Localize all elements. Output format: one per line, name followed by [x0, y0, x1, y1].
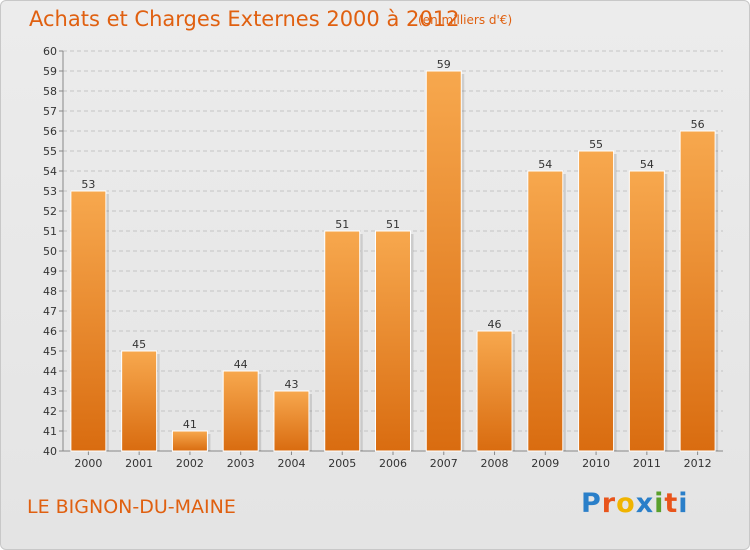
x-tick-label: 2012: [684, 457, 712, 470]
chart-title: Achats et Charges Externes 2000 à 2012: [29, 7, 460, 31]
y-tick-label: 52: [43, 205, 57, 218]
data-label: 46: [488, 318, 502, 331]
data-label: 41: [183, 418, 197, 431]
bar-2009: [527, 170, 564, 452]
x-tick-label: 2005: [328, 457, 356, 470]
bar-2011: [628, 170, 665, 452]
x-tick-label: 2004: [277, 457, 305, 470]
y-tick-label: 55: [43, 145, 57, 158]
logo-letter: r: [601, 488, 617, 519]
data-label: 51: [386, 218, 400, 231]
y-tick-label: 40: [43, 445, 57, 458]
data-label: 55: [589, 138, 603, 151]
y-tick-label: 42: [43, 405, 57, 418]
bar-2012: [679, 130, 716, 452]
logo-letter: P: [581, 488, 602, 519]
logo-letter: o: [616, 488, 636, 519]
y-tick-label: 59: [43, 65, 57, 78]
y-tick-label: 54: [43, 165, 57, 178]
bar-2004: [273, 390, 310, 452]
data-label: 51: [335, 218, 349, 231]
bars: [70, 70, 719, 452]
commune-name: LE BIGNON-DU-MAINE: [27, 496, 236, 518]
x-tick-label: 2003: [227, 457, 255, 470]
data-label: 59: [437, 58, 451, 71]
y-tick-label: 41: [43, 425, 57, 438]
data-label: 56: [691, 118, 705, 131]
data-label: 43: [284, 378, 298, 391]
y-tick-label: 44: [43, 365, 57, 378]
x-tick-label: 2000: [74, 457, 102, 470]
logo-letter: x: [635, 488, 655, 519]
x-tick-label: 2006: [379, 457, 407, 470]
y-tick-label: 43: [43, 385, 57, 398]
y-tick-label: 58: [43, 85, 57, 98]
bar-2000: [70, 190, 107, 452]
proxiti-logo: Proxiti: [581, 488, 689, 519]
y-tick-label: 60: [43, 45, 57, 58]
logo-letter: t: [664, 488, 679, 519]
logo-letter: i: [678, 488, 689, 519]
bar-2001: [121, 350, 158, 452]
y-tick-label: 56: [43, 125, 57, 138]
y-tick-label: 50: [43, 245, 57, 258]
bar-2006: [375, 230, 411, 452]
y-tick-label: 53: [43, 185, 57, 198]
bar-2008: [476, 330, 513, 452]
x-tick-label: 2008: [481, 457, 509, 470]
x-tick-label: 2010: [582, 457, 610, 470]
data-label: 45: [132, 338, 146, 351]
y-tick-label: 47: [43, 305, 57, 318]
x-tick-label: 2011: [633, 457, 661, 470]
bar-2002: [171, 430, 208, 452]
y-tick-label: 49: [43, 265, 57, 278]
y-tick-label: 48: [43, 285, 57, 298]
bar-2007: [425, 70, 462, 452]
data-label: 44: [234, 358, 248, 371]
x-tick-label: 2002: [176, 457, 204, 470]
data-label: 54: [640, 158, 654, 171]
x-tick-label: 2007: [430, 457, 458, 470]
x-tick-label: 2009: [531, 457, 559, 470]
y-tick-label: 45: [43, 345, 57, 358]
bar-2010: [578, 150, 615, 452]
labels: 40 41 42 43 44 45 46 47 48 49 50 51 52 53 54 55 56 57 58 59…: [43, 45, 712, 470]
chart-subtitle: (en milliers d'€): [418, 13, 513, 27]
data-label: 54: [538, 158, 552, 171]
y-tick-label: 46: [43, 325, 57, 338]
x-tick-label: 2001: [125, 457, 153, 470]
data-label: 53: [81, 178, 95, 191]
y-tick-label: 57: [43, 105, 57, 118]
y-tick-label: 51: [43, 225, 57, 238]
bar-2003: [222, 370, 259, 452]
logo-letter: i: [654, 488, 665, 519]
bar-2005: [324, 230, 361, 452]
